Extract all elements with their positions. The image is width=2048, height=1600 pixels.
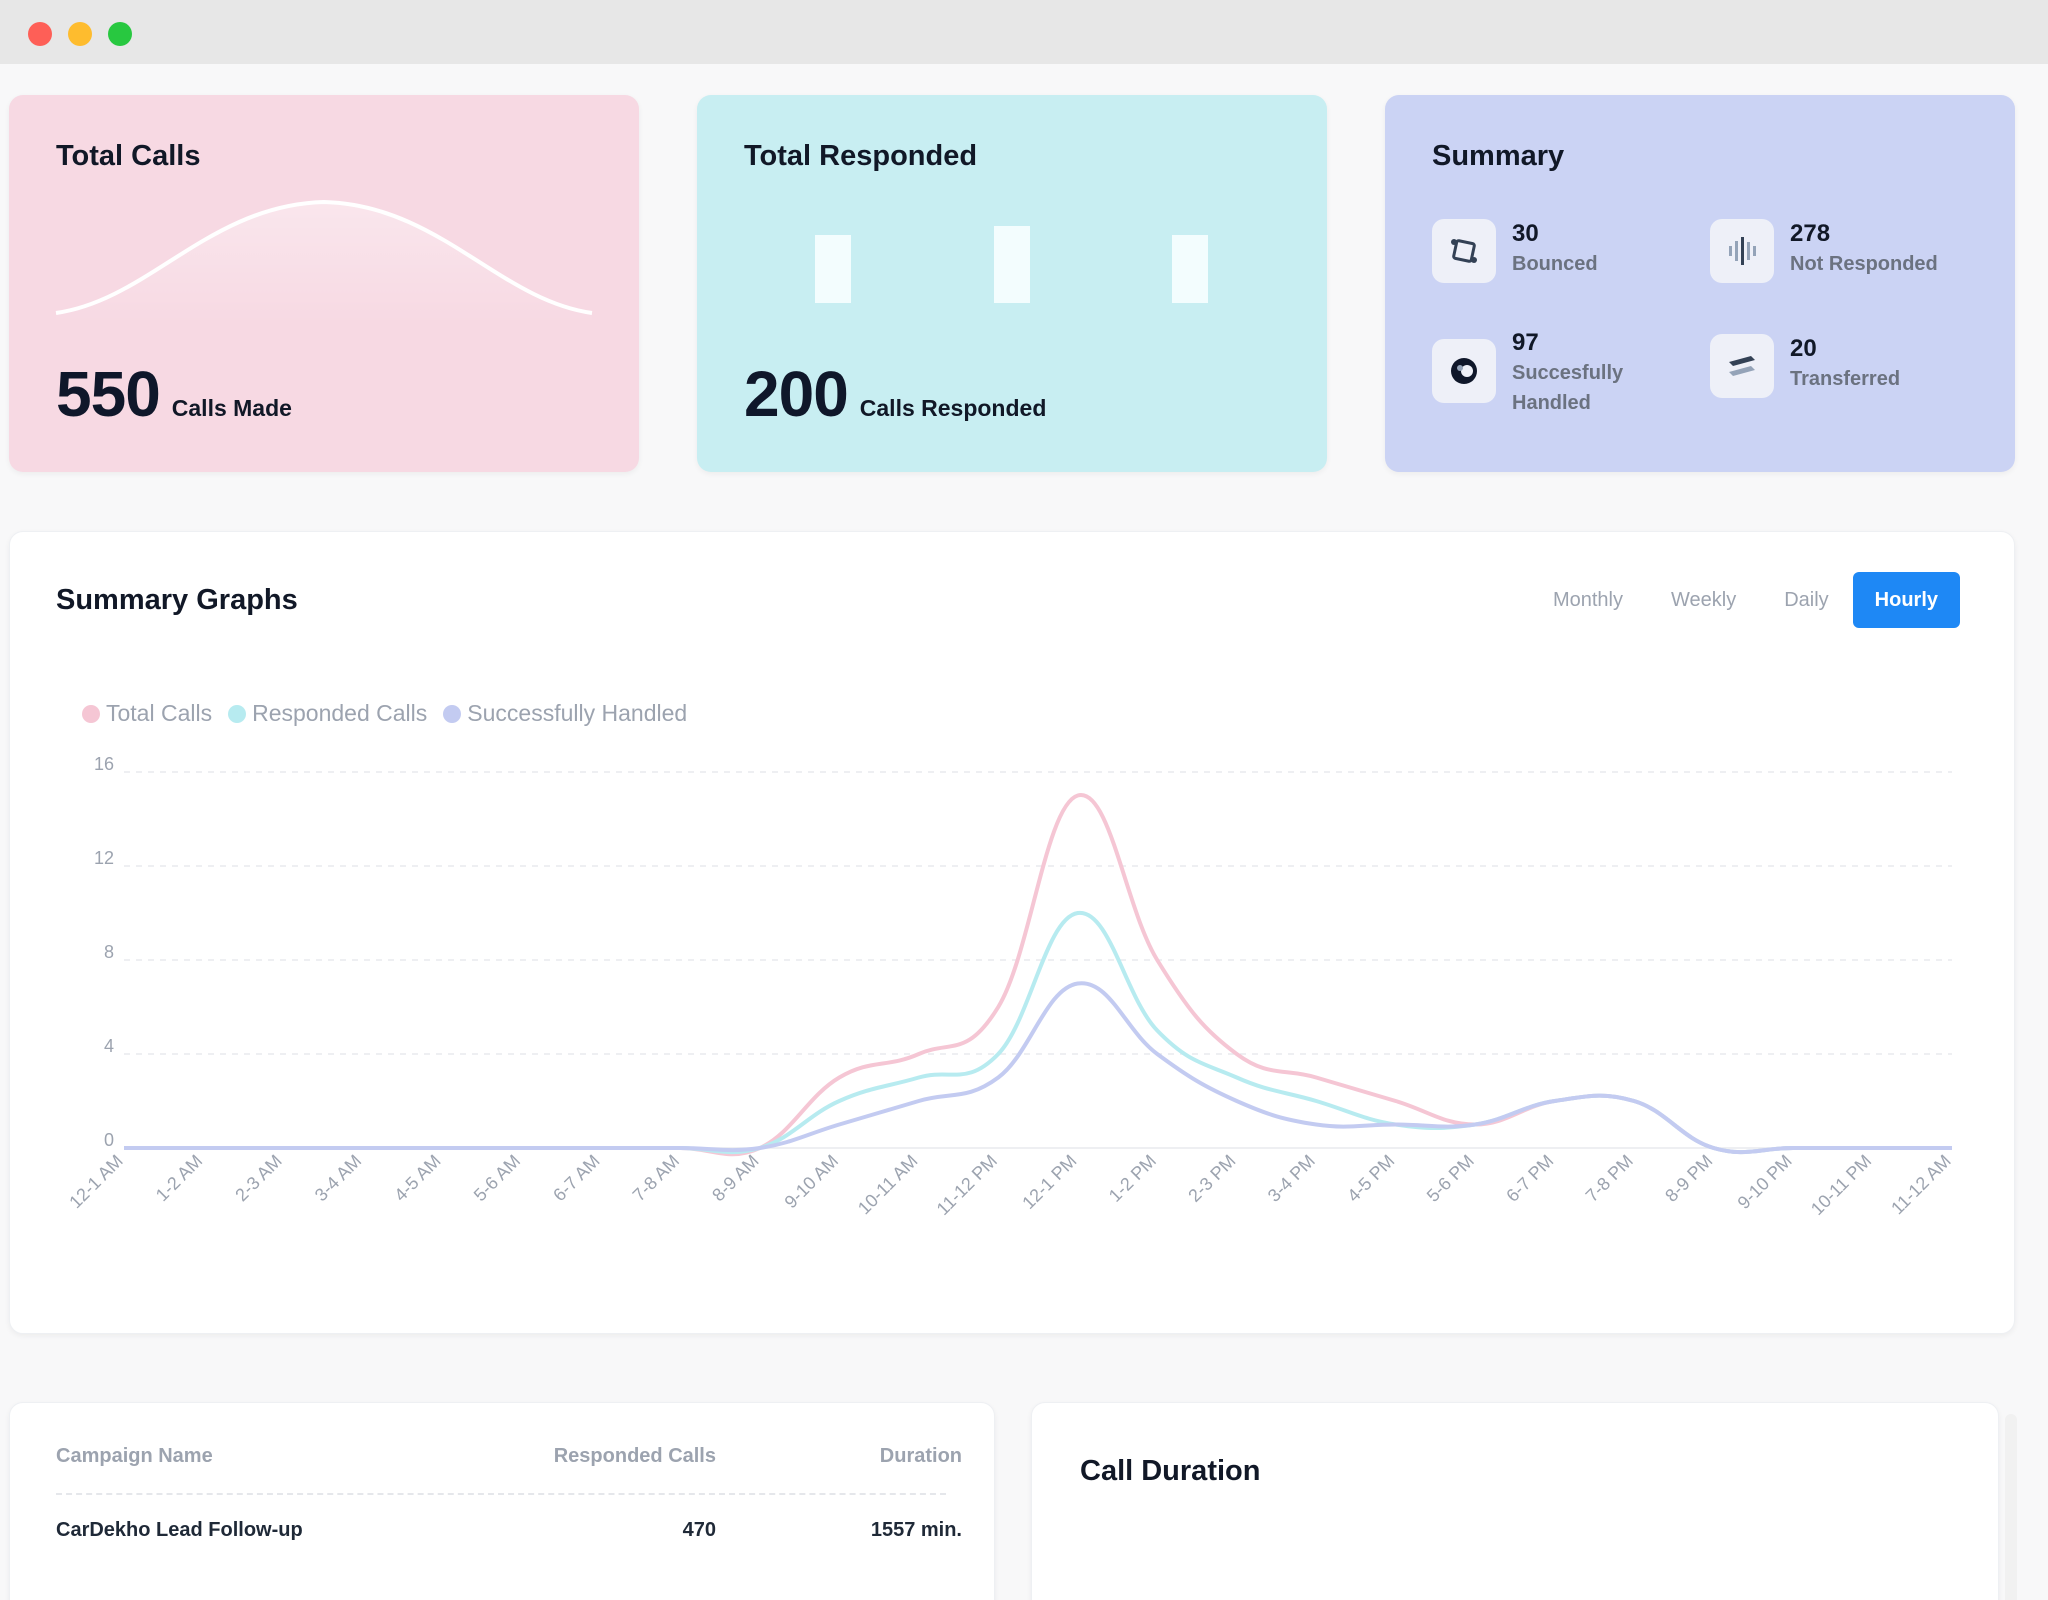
close-window-button[interactable] xyxy=(28,22,52,46)
total-calls-label: Calls Made xyxy=(171,395,292,421)
total-responded-label: Calls Responded xyxy=(859,395,1047,421)
maximize-window-button[interactable] xyxy=(108,22,132,46)
y-tick-label: 0 xyxy=(104,1130,114,1150)
x-tick-label: 6-7 AM xyxy=(549,1151,603,1205)
chart-legend: Total Calls Responded Calls Successfully… xyxy=(82,700,703,727)
tab-monthly[interactable]: Monthly xyxy=(1552,589,1623,611)
header-campaign-name[interactable]: Campaign Name xyxy=(56,1445,213,1467)
summary-item-not-responded: 278 Not Responded xyxy=(1710,219,1938,283)
x-tick-label: 7-8 AM xyxy=(629,1151,683,1205)
x-tick-label: 2-3 PM xyxy=(1184,1151,1239,1206)
summary-card: Summary 30 Bounced 278 Not Responded xyxy=(1385,95,2015,472)
total-responded-card: Total Responded 200 Calls Responded xyxy=(697,95,1327,472)
legend-item-responded-calls[interactable]: Responded Calls xyxy=(228,700,427,727)
tab-weekly[interactable]: Weekly xyxy=(1670,589,1737,611)
row-campaign-name[interactable]: CarDekho Lead Follow-up xyxy=(56,1519,303,1541)
row-responded-calls: 470 xyxy=(682,1519,716,1541)
total-calls-sparkline xyxy=(55,199,593,325)
handled-label: Succesfully xyxy=(1512,362,1624,384)
minimize-window-button[interactable] xyxy=(68,22,92,46)
total-responded-value-row: 200 Calls Responded xyxy=(744,357,1046,431)
x-tick-label: 1-2 AM xyxy=(152,1151,206,1205)
tab-daily[interactable]: Daily xyxy=(1784,589,1829,611)
x-tick-label: 4-5 PM xyxy=(1343,1151,1398,1206)
total-responded-bars xyxy=(815,226,1208,303)
call-duration-title: Call Duration xyxy=(1080,1455,1261,1487)
legend-item-successfully-handled[interactable]: Successfully Handled xyxy=(443,700,687,727)
handled-value: 97 xyxy=(1512,329,1539,356)
legend-item-total-calls[interactable]: Total Calls xyxy=(82,700,212,727)
summary-line-chart: 0 4 8 12 16 12-1 AM 1-2 AM 2-3 AM 3-4 AM 4-5 AM 5-… xyxy=(65,754,1955,1219)
x-tick-label: 8-9 PM xyxy=(1661,1151,1716,1206)
total-calls-value-row: 550 Calls Made xyxy=(56,357,292,431)
x-tick-label: 2-3 AM xyxy=(231,1151,285,1205)
y-tick-label: 4 xyxy=(104,1036,114,1056)
transferred-label: Transferred xyxy=(1790,368,1901,390)
x-tick-label: 12-1 PM xyxy=(1018,1151,1080,1213)
x-tick-label: 5-6 AM xyxy=(470,1151,524,1205)
x-tick-label: 11-12 PM xyxy=(933,1151,1001,1219)
total-calls-number: 550 xyxy=(56,358,161,430)
summary-graphs-title: Summary Graphs xyxy=(56,584,298,616)
x-tick-label: 12-1 AM xyxy=(65,1151,127,1213)
total-calls-card: Total Calls 550 Calls Made xyxy=(9,95,639,472)
x-tick-label: 3-4 PM xyxy=(1264,1151,1319,1206)
table-divider xyxy=(56,1493,946,1495)
summary-item-handled: 97 Succesfully Handled xyxy=(1432,328,1623,418)
x-tick-label: 5-6 PM xyxy=(1423,1151,1478,1206)
bars-icon xyxy=(1710,219,1774,283)
x-tick-label: 4-5 AM xyxy=(390,1151,444,1205)
total-responded-number: 200 xyxy=(744,358,849,430)
x-tick-label: 7-8 PM xyxy=(1582,1151,1637,1206)
responded-bar-2 xyxy=(994,226,1030,303)
call-duration-card: Call Duration xyxy=(1031,1402,1999,1600)
tab-hourly[interactable]: Hourly xyxy=(1852,572,1960,628)
x-tick-label: 8-9 AM xyxy=(708,1151,762,1205)
x-tick-label: 9-10 AM xyxy=(781,1151,843,1213)
campaign-table-card: Campaign Name Responded Calls Duration C… xyxy=(9,1402,995,1600)
header-responded-calls[interactable]: Responded Calls xyxy=(553,1445,716,1467)
x-tick-label: 3-4 AM xyxy=(311,1151,365,1205)
legend-label: Responded Calls xyxy=(252,700,428,726)
transferred-value: 20 xyxy=(1790,335,1817,362)
legend-label: Successfully Handled xyxy=(467,700,688,726)
legend-dot xyxy=(228,704,247,723)
x-tick-label: 1-2 PM xyxy=(1105,1151,1160,1206)
handled-label-2: Handled xyxy=(1512,392,1591,414)
period-tabs: Monthly Weekly Daily Hourly xyxy=(1529,572,1960,628)
legend-dot xyxy=(82,704,100,723)
summary-title: Summary xyxy=(1432,140,1565,172)
not-responded-label: Not Responded xyxy=(1790,253,1938,275)
total-responded-title: Total Responded xyxy=(744,140,978,172)
responded-bar-1 xyxy=(815,235,851,303)
bounced-label: Bounced xyxy=(1512,253,1598,275)
header-duration[interactable]: Duration xyxy=(879,1445,962,1467)
summary-item-bounced: 30 Bounced xyxy=(1432,219,1598,283)
handled-icon xyxy=(1432,339,1496,403)
x-tick-label: 9-10 PM xyxy=(1734,1151,1796,1213)
summary-item-transferred: 20 Transferred xyxy=(1710,334,1900,398)
window-titlebar xyxy=(0,0,2048,64)
total-calls-title: Total Calls xyxy=(56,140,201,172)
bounced-value: 30 xyxy=(1512,220,1539,247)
legend-label: Total Calls xyxy=(106,700,213,726)
summary-graphs-card: Summary Graphs Monthly Weekly Daily Hour… xyxy=(9,531,2015,1334)
y-tick-label: 12 xyxy=(94,848,114,868)
vertical-scrollbar[interactable] xyxy=(2005,1414,2017,1600)
responded-bar-3 xyxy=(1172,235,1208,303)
x-tick-label: 10-11 PM xyxy=(1807,1151,1875,1219)
sparkline-curve xyxy=(55,199,593,315)
series-line-3[interactable] xyxy=(123,981,1952,1155)
y-tick-label: 8 xyxy=(104,942,114,962)
series-line-2[interactable] xyxy=(123,910,1952,1155)
y-tick-label: 16 xyxy=(94,754,114,774)
row-duration: 1557 min. xyxy=(870,1519,962,1541)
x-tick-label: 10-11 AM xyxy=(854,1151,922,1219)
legend-dot xyxy=(443,704,462,723)
x-tick-label: 11-12 AM xyxy=(1887,1151,1955,1219)
bounced-icon xyxy=(1432,219,1496,283)
x-tick-label: 6-7 PM xyxy=(1502,1151,1557,1206)
not-responded-value: 278 xyxy=(1790,220,1831,247)
transfer-icon xyxy=(1710,334,1774,398)
